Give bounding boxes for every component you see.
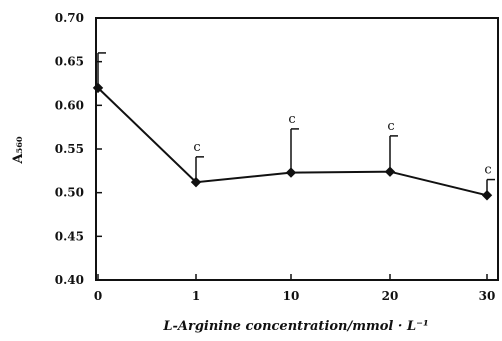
- y-tick-label: 0.65: [55, 55, 84, 69]
- y-tick-label: 0.45: [55, 229, 84, 243]
- series-layer: c c c c: [92, 52, 495, 201]
- data-point: [384, 166, 396, 177]
- x-axis: 0 1 10 20 30: [94, 274, 496, 303]
- significance-label: c: [193, 140, 200, 155]
- x-axis-title: L-Arginine concentration/mmol · L⁻¹: [162, 319, 428, 334]
- y-tick-label: 0.60: [55, 98, 84, 112]
- significance-label: c: [387, 119, 394, 134]
- data-point: [190, 176, 202, 188]
- series-line: [97, 87, 488, 197]
- y-tick-label: 0.40: [55, 273, 84, 287]
- y-axis-title: A₅₆₀: [11, 136, 26, 164]
- y-tick-label: 0.70: [55, 11, 84, 25]
- plot-frame: [95, 17, 499, 281]
- x-tick-label: 10: [283, 289, 300, 303]
- significance-label: c: [484, 163, 491, 178]
- data-point: [481, 190, 493, 201]
- x-tick-label: 1: [192, 289, 200, 303]
- y-tick-label: 0.50: [55, 186, 84, 200]
- x-tick-label: 30: [479, 289, 496, 303]
- y-axis: 0.40 0.45 0.50 0.55 0.60 0.65 0.70: [55, 11, 102, 287]
- x-tick-label: 20: [382, 289, 399, 303]
- data-point: [285, 167, 297, 178]
- significance-label: c: [288, 112, 295, 127]
- y-tick-label: 0.55: [55, 142, 84, 156]
- data-point: [92, 82, 104, 94]
- x-tick-label: 0: [94, 289, 102, 303]
